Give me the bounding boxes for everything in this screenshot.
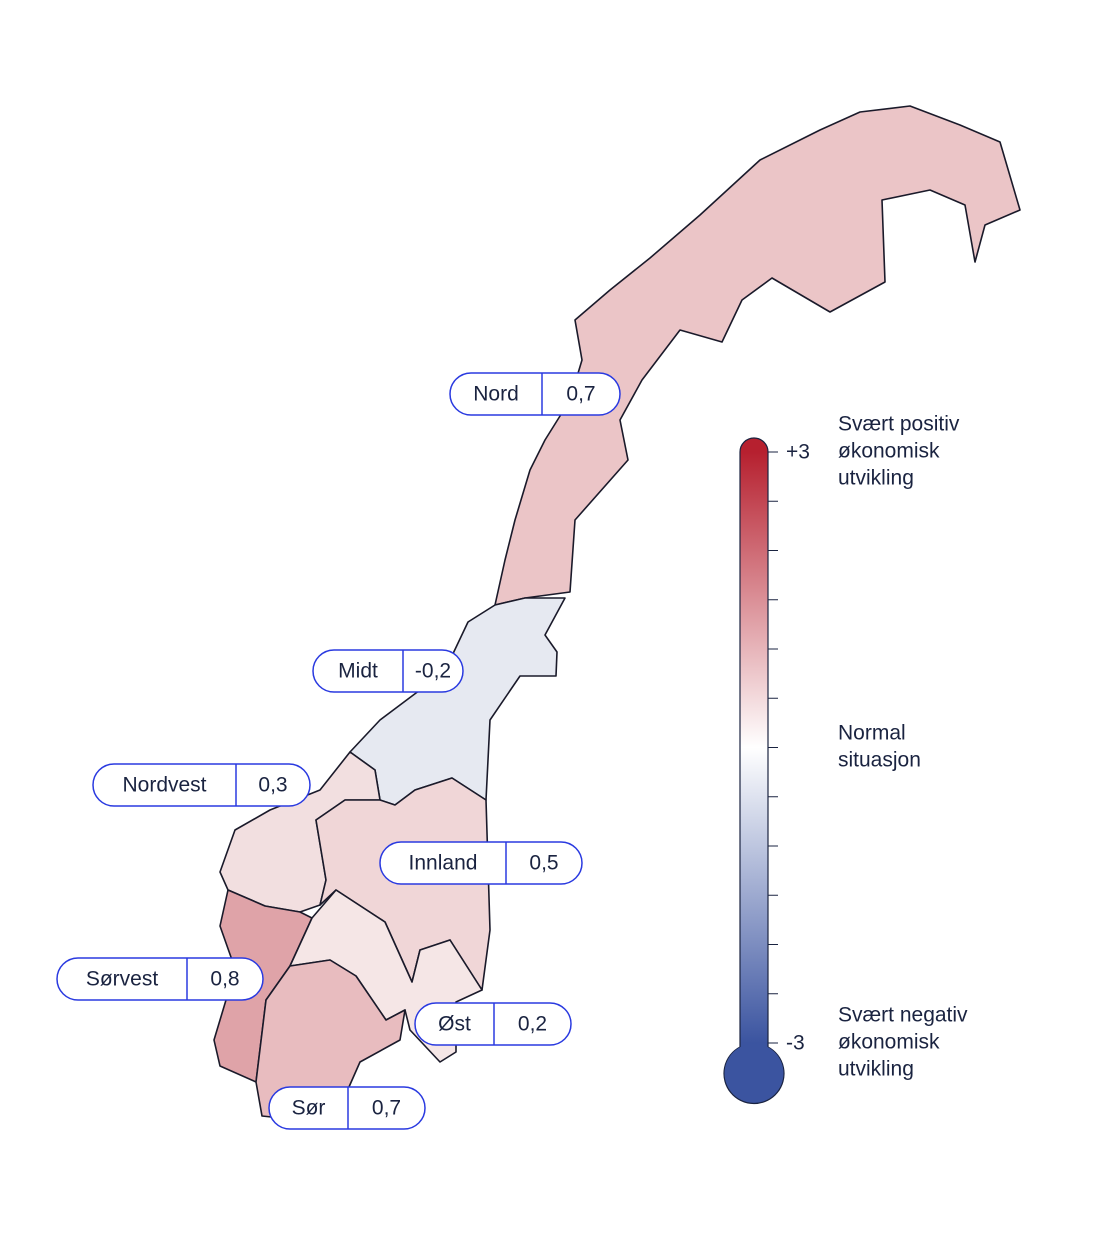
region-value: 0,7: [566, 383, 595, 406]
legend-annotation: utvikling: [838, 467, 914, 490]
region: [255, 959, 406, 1121]
region-label-box: [92, 763, 311, 807]
region-name: Nord: [473, 383, 519, 406]
region-label-box: [379, 841, 583, 885]
legend-annotation: Svært positiv: [838, 413, 960, 436]
legend-annotation: utvikling: [838, 1058, 914, 1081]
region-value: -0,2: [415, 660, 451, 683]
region: [494, 105, 1021, 606]
region-value: 0,5: [529, 852, 558, 875]
region-value: 0,3: [258, 774, 287, 797]
tick-label: +3: [786, 441, 810, 464]
region-name: Sørvest: [86, 968, 159, 991]
region-name: Midt: [338, 660, 378, 683]
region-value: 0,2: [518, 1013, 547, 1036]
region-label-box: [56, 957, 264, 1001]
thermometer: [723, 437, 785, 1105]
legend-annotation: situasjon: [838, 749, 921, 772]
region-name: Nordvest: [122, 774, 206, 797]
region-name: Øst: [438, 1013, 471, 1036]
tick-label: -3: [786, 1032, 805, 1055]
region: [349, 597, 566, 806]
region-label-box: [449, 372, 621, 416]
thermometer-bulb: [724, 1043, 784, 1103]
region-name: Sør: [292, 1097, 326, 1120]
legend-annotation: Svært negativ: [838, 1004, 968, 1027]
legend-annotation: økonomisk: [838, 440, 940, 463]
region-value: 0,7: [372, 1097, 401, 1120]
region-label-box: [268, 1086, 426, 1130]
region-name: Innland: [409, 852, 478, 875]
region-label-box: [312, 649, 464, 693]
region-label-box: [414, 1002, 572, 1046]
region-value: 0,8: [210, 968, 239, 991]
legend-annotation: økonomisk: [838, 1031, 940, 1054]
legend-annotation: Normal: [838, 722, 906, 745]
